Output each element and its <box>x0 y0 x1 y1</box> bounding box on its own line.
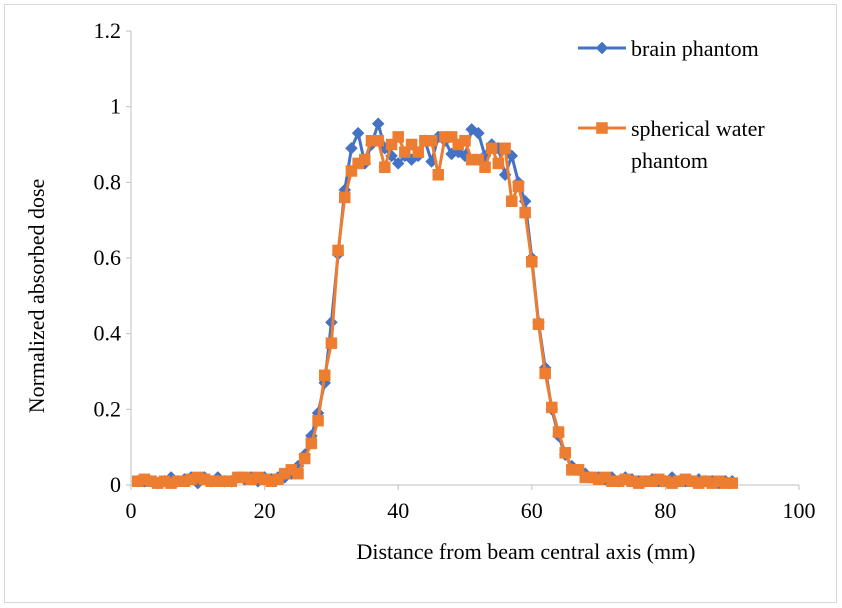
data-point <box>519 206 531 219</box>
legend-label-brain: brain phantom <box>631 36 759 61</box>
x-tick-label: 40 <box>387 498 409 523</box>
y-axis-title: Normalized absorbed dose <box>24 179 49 414</box>
x-tick-label: 100 <box>783 498 816 523</box>
y-tick-label: 0.6 <box>94 245 122 270</box>
data-point <box>546 401 558 414</box>
data-point <box>371 117 385 131</box>
data-point <box>339 191 351 204</box>
series-spherical-water-phantom <box>131 131 738 489</box>
data-point <box>345 141 358 155</box>
data-point <box>359 153 371 166</box>
data-point <box>492 157 505 170</box>
y-tick-label: 0 <box>110 472 121 497</box>
data-point <box>445 131 458 143</box>
data-point <box>399 146 411 158</box>
data-point <box>372 134 384 147</box>
data-point <box>539 367 551 380</box>
chart-border <box>4 4 837 603</box>
data-point <box>405 138 418 151</box>
data-point <box>332 244 344 257</box>
data-point <box>412 146 424 158</box>
data-point <box>506 195 518 207</box>
data-point <box>552 426 565 438</box>
data-point <box>459 134 471 147</box>
data-point <box>385 138 398 151</box>
data-point <box>526 256 538 268</box>
x-tick-label: 0 <box>126 498 137 523</box>
y-tick-label: 1 <box>110 94 121 119</box>
x-tick-label: 80 <box>654 498 676 523</box>
data-point <box>392 131 404 143</box>
data-point <box>559 447 571 459</box>
data-point <box>325 337 338 349</box>
data-point <box>298 452 311 465</box>
plot-series <box>131 117 739 490</box>
y-tick-label: 0.2 <box>94 396 122 421</box>
data-point <box>472 153 485 166</box>
y-tick-label: 1.2 <box>94 18 122 43</box>
data-point <box>425 134 438 147</box>
legend-label-water-line1: spherical water <box>631 116 765 141</box>
x-tick-label: 20 <box>254 498 276 523</box>
data-point <box>485 142 498 155</box>
data-point <box>292 467 304 480</box>
data-point <box>391 157 405 170</box>
axes: 0 0.2 0.4 0.6 0.8 1 1.2 0 20 40 60 80 100 <box>94 18 816 523</box>
data-point <box>318 369 331 382</box>
data-point <box>432 169 445 181</box>
data-point <box>572 464 585 476</box>
x-axis-title: Distance from beam central axis (mm) <box>356 539 695 564</box>
data-point <box>479 161 491 173</box>
data-point <box>379 161 391 173</box>
legend-marker-brain <box>595 41 609 55</box>
data-point <box>312 414 324 427</box>
data-point <box>532 318 545 330</box>
data-point <box>305 437 318 450</box>
legend-label-water-line2: phantom <box>631 148 708 173</box>
legend-marker-water <box>596 122 608 134</box>
data-point <box>351 126 365 140</box>
y-tick-label: 0.4 <box>94 321 122 346</box>
y-tick-label: 0.8 <box>94 169 122 194</box>
data-point <box>499 142 511 155</box>
x-tick-label: 60 <box>521 498 543 523</box>
data-point <box>345 165 358 177</box>
data-point <box>726 477 738 489</box>
legend: brain phantom spherical water phantom <box>578 36 765 173</box>
data-point <box>472 126 485 140</box>
data-point <box>512 180 525 192</box>
